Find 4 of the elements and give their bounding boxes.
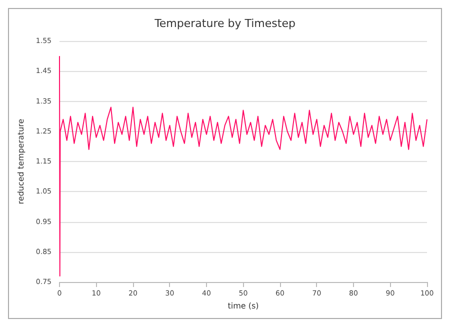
y-axis-title: reduced temperature	[16, 118, 26, 204]
chart-title: Temperature by Timestep	[154, 17, 296, 30]
x-axis-title: time (s)	[228, 301, 259, 310]
line-series	[58, 56, 428, 276]
